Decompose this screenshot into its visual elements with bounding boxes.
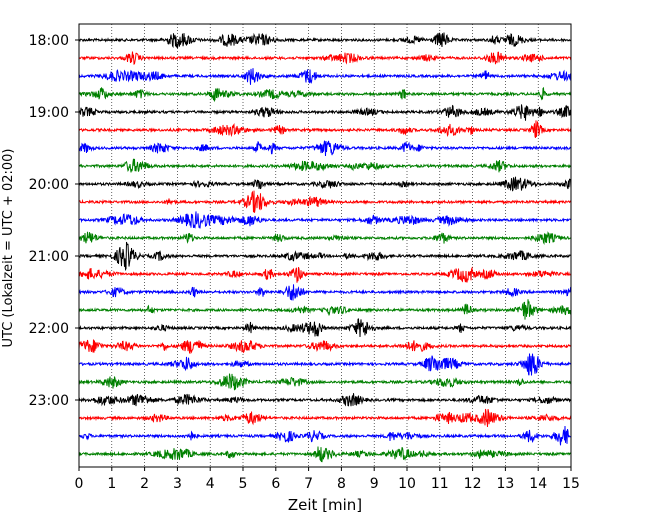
y-tick-label-23:00: 23:00 <box>29 393 69 409</box>
trace-20:00 <box>78 176 572 192</box>
trace-19:00 <box>78 104 572 121</box>
x-tick-label-13: 13 <box>496 476 514 492</box>
trace-18:15 <box>78 51 572 65</box>
trace-22:15 <box>78 339 572 354</box>
plot-frame <box>78 23 572 468</box>
trace-23:45 <box>78 446 572 463</box>
trace-19:30 <box>78 140 572 157</box>
x-tick-label-2: 2 <box>140 476 149 492</box>
x-axis-label: Zeit [min] <box>288 496 362 514</box>
y-tick-label-22:00: 22:00 <box>29 321 69 337</box>
y-tick-label-21:00: 21:00 <box>29 249 69 265</box>
x-tick-label-10: 10 <box>398 476 416 492</box>
trace-23:30 <box>78 426 572 446</box>
x-axis: 0 1 2 3 4 5 6 7 8 9 10 11 12 13 14 15 <box>75 467 580 492</box>
trace-20:15 <box>78 190 572 213</box>
x-tick-label-6: 6 <box>271 476 280 492</box>
trace-21:00 <box>78 241 572 272</box>
trace-22:00 <box>78 318 572 338</box>
x-tick-label-7: 7 <box>304 476 313 492</box>
x-tick-label-1: 1 <box>107 476 116 492</box>
trace-22:30 <box>78 353 572 376</box>
x-tick-label-3: 3 <box>173 476 182 492</box>
trace-18:30 <box>78 68 572 85</box>
trace-19:45 <box>78 158 572 173</box>
y-tick-label-20:00: 20:00 <box>29 177 69 193</box>
x-tick-label-11: 11 <box>431 476 449 492</box>
y-tick-label-19:00: 19:00 <box>29 105 69 121</box>
trace-19:15 <box>78 120 572 139</box>
x-tick-label-5: 5 <box>239 476 248 492</box>
x-tick-label-14: 14 <box>529 476 547 492</box>
trace-23:15 <box>78 408 572 427</box>
x-tick-label-8: 8 <box>337 476 346 492</box>
x-tick-label-4: 4 <box>206 476 215 492</box>
plot-area <box>78 23 572 468</box>
x-tick-label-0: 0 <box>75 476 84 492</box>
trace-20:45 <box>78 231 572 245</box>
trace-23:00 <box>78 393 572 407</box>
x-tick-label-9: 9 <box>370 476 379 492</box>
trace-18:00 <box>78 32 572 49</box>
trace-21:30 <box>78 284 572 301</box>
trace-21:15 <box>78 266 572 283</box>
y-axis-label: UTC (Lokalzeit = UTC + 02:00) <box>1 149 16 348</box>
y-tick-label-18:00: 18:00 <box>29 33 69 49</box>
y-axis: 18:00 19:00 20:00 21:00 22:00 23:00 <box>29 33 79 409</box>
trace-22:45 <box>78 373 572 391</box>
x-tick-label-15: 15 <box>562 476 580 492</box>
trace-18:45 <box>78 86 572 103</box>
x-tick-label-12: 12 <box>464 476 482 492</box>
trace-20:30 <box>78 211 572 229</box>
trace-21:45 <box>78 299 572 320</box>
